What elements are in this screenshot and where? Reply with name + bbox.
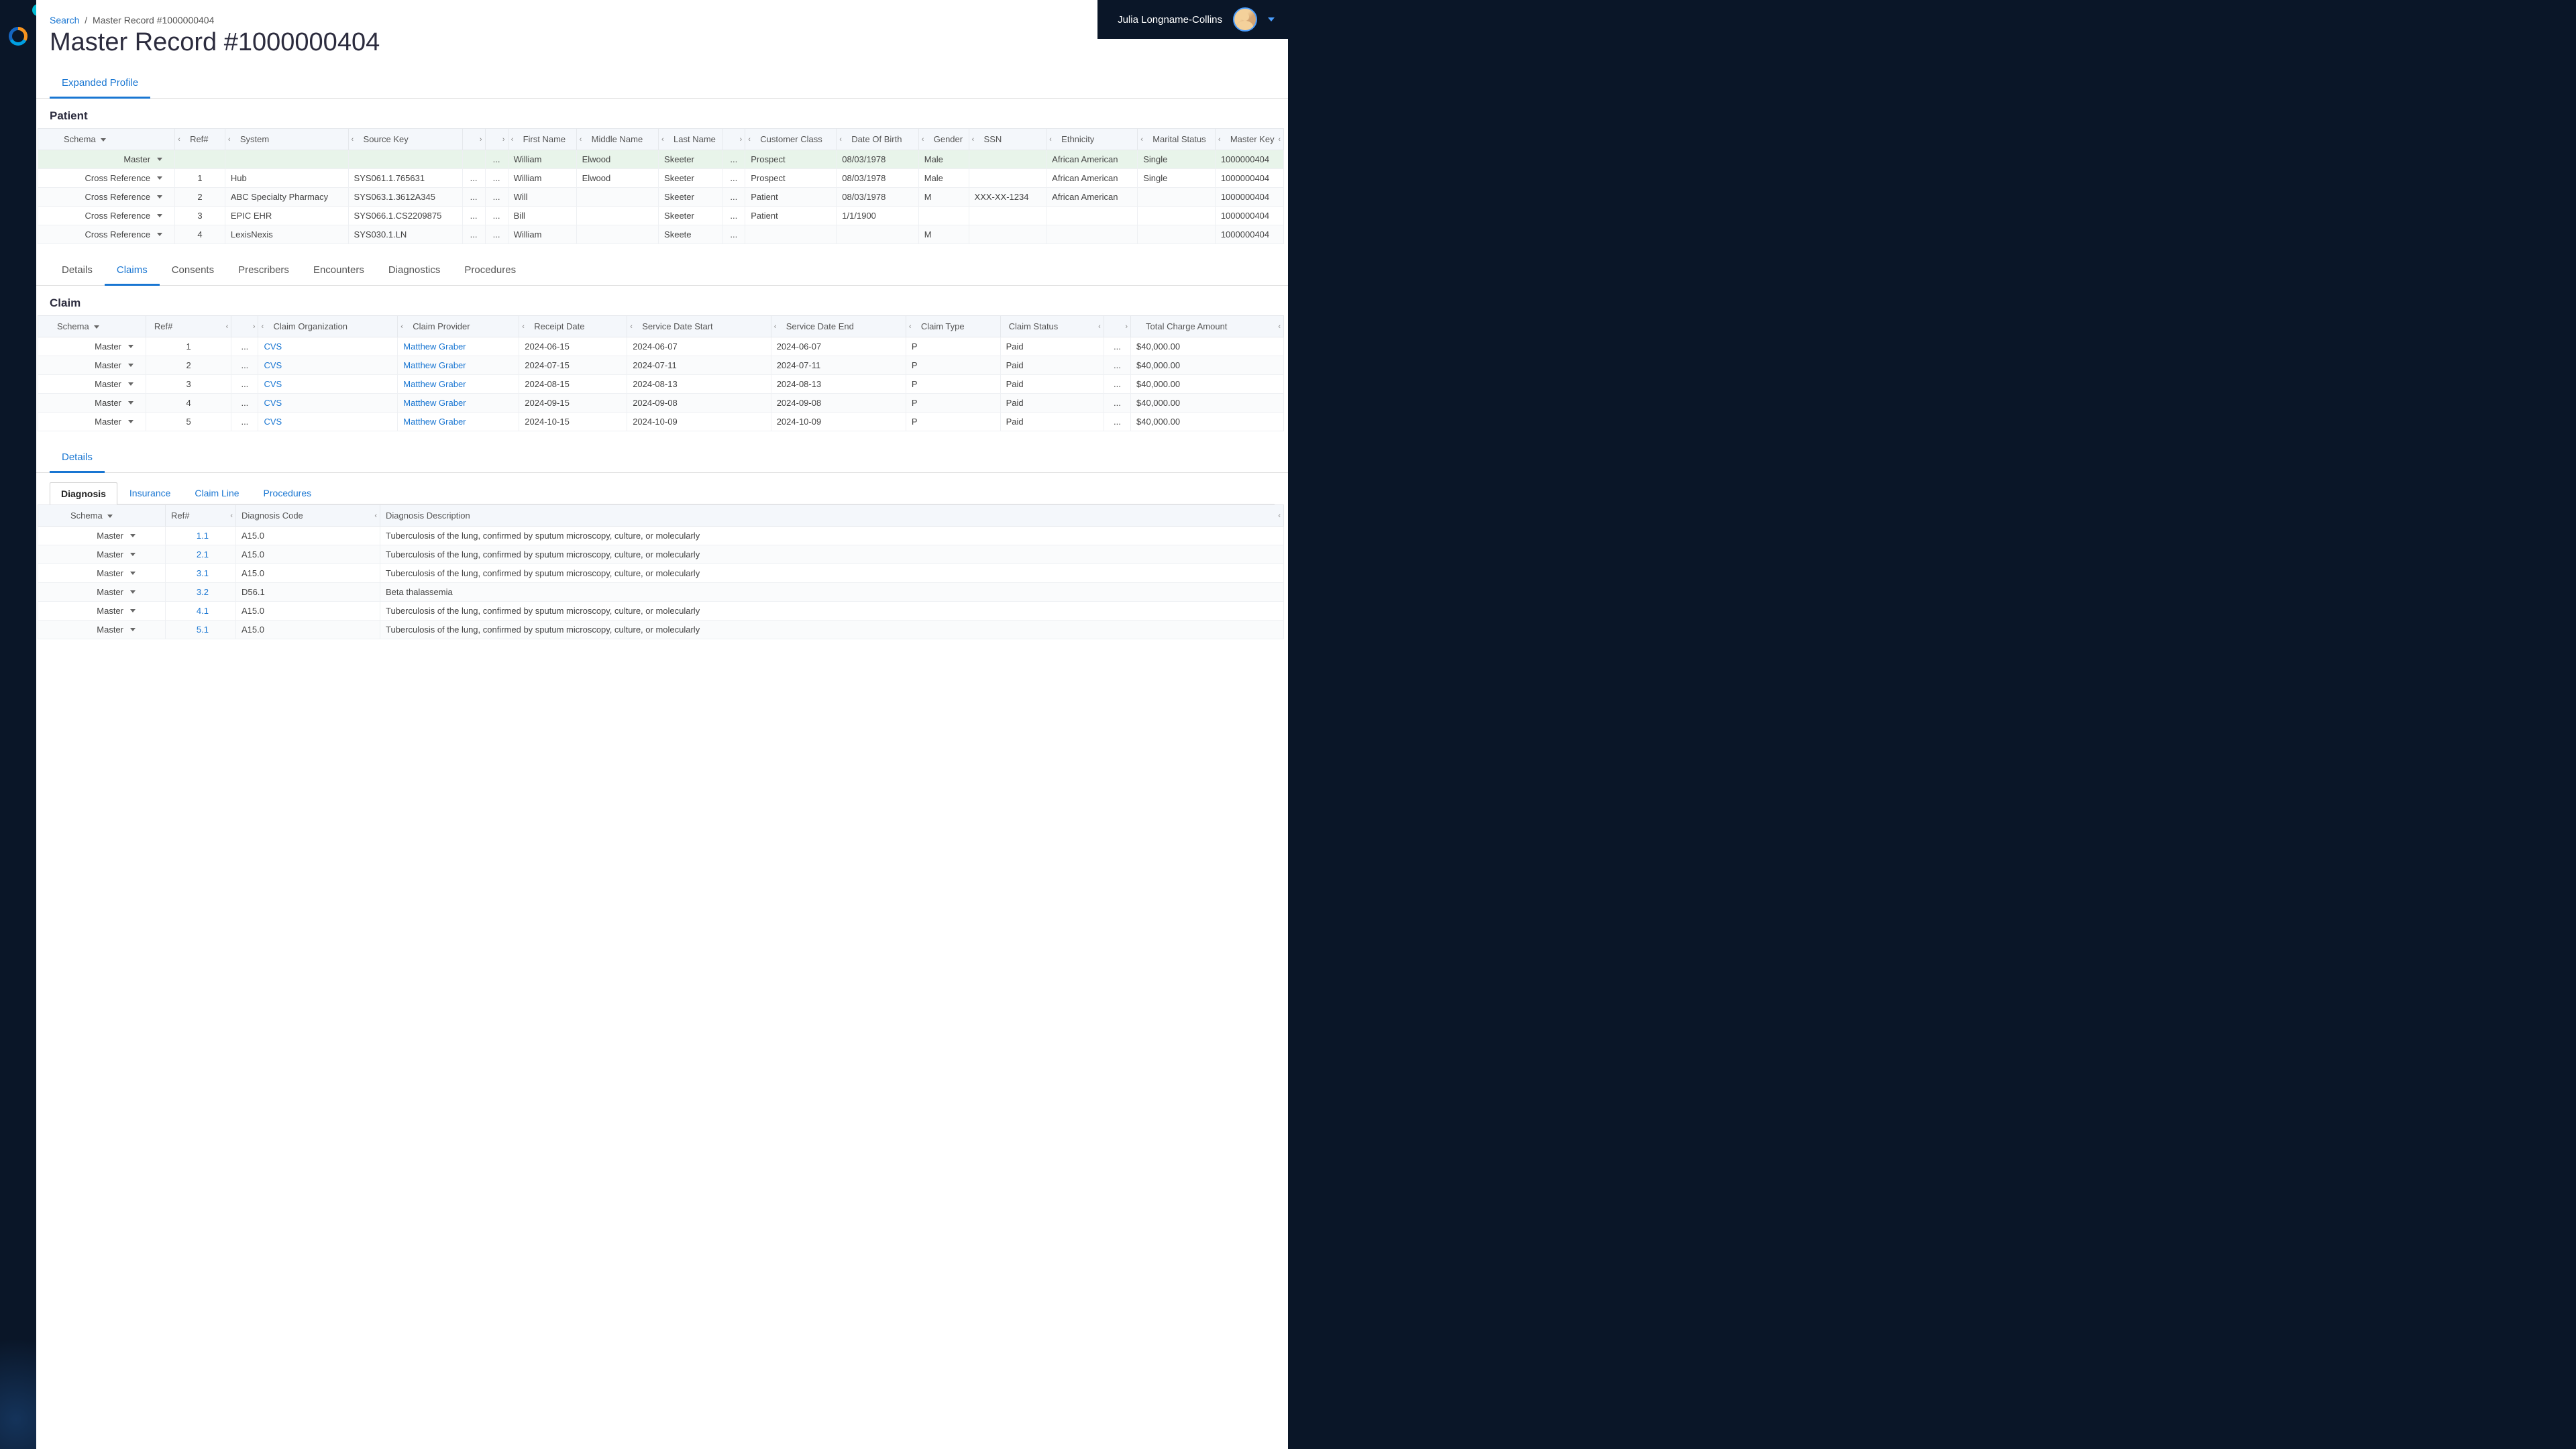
patient-col-header[interactable]: ‹Gender bbox=[918, 129, 969, 150]
claim-col-header[interactable]: Ref#‹ bbox=[146, 316, 231, 337]
claim-section-title: Claim bbox=[36, 294, 1288, 315]
patient-col-header[interactable]: ‹First Name bbox=[508, 129, 576, 150]
table-row[interactable]: Master 3.2D56.1Beta thalassemia bbox=[38, 583, 1284, 602]
details-subtab-row: Details bbox=[36, 443, 1288, 473]
table-row[interactable]: Master 2...CVSMatthew Graber2024-07-1520… bbox=[38, 356, 1284, 375]
table-row[interactable]: Master 3...CVSMatthew Graber2024-08-1520… bbox=[38, 375, 1284, 394]
tab-details-sub[interactable]: Details bbox=[50, 443, 105, 473]
table-row[interactable]: Cross Reference 3EPIC EHRSYS066.1.CS2209… bbox=[38, 207, 1284, 225]
table-row[interactable]: Cross Reference 2ABC Specialty PharmacyS… bbox=[38, 188, 1284, 207]
claim-col-header[interactable]: ‹Claim Organization bbox=[258, 316, 398, 337]
table-row[interactable]: Master 1.1A15.0Tuberculosis of the lung,… bbox=[38, 527, 1284, 545]
diagnosis-col-header[interactable]: Diagnosis Description‹ bbox=[380, 505, 1284, 527]
patient-col-header[interactable]: ‹Ref# bbox=[175, 129, 225, 150]
main-area: Julia Longname-Collins Search / Master R… bbox=[36, 0, 1288, 1449]
claim-col-header[interactable]: › bbox=[1104, 316, 1130, 337]
subtab-claim-line[interactable]: Claim Line bbox=[182, 482, 251, 504]
tab-consents[interactable]: Consents bbox=[160, 256, 226, 286]
claim-col-header[interactable]: Schema bbox=[38, 316, 146, 337]
tab-procedures[interactable]: Procedures bbox=[452, 256, 528, 286]
breadcrumb-search-link[interactable]: Search bbox=[50, 15, 79, 25]
tab-details[interactable]: Details bbox=[50, 256, 105, 286]
profile-tabs: Expanded Profile bbox=[36, 69, 1288, 99]
patient-table: Schema ‹Ref#‹System‹Source Key››‹First N… bbox=[38, 128, 1284, 244]
claim-table: Schema Ref#‹›‹Claim Organization‹Claim P… bbox=[38, 315, 1284, 431]
claim-col-header[interactable]: ‹Service Date Start bbox=[627, 316, 771, 337]
claim-col-header[interactable]: ‹Claim Type bbox=[906, 316, 1000, 337]
subtab-diagnosis[interactable]: Diagnosis bbox=[50, 482, 117, 504]
diagnosis-col-header[interactable]: Ref#‹ bbox=[166, 505, 236, 527]
table-row[interactable]: Master ...WilliamElwoodSkeeter...Prospec… bbox=[38, 150, 1284, 169]
tab-prescribers[interactable]: Prescribers bbox=[226, 256, 301, 286]
user-menu-dropdown-icon[interactable] bbox=[1268, 17, 1275, 21]
patient-col-header[interactable]: ‹SSN bbox=[969, 129, 1046, 150]
diagnosis-table: Schema Ref#‹Diagnosis Code‹Diagnosis Des… bbox=[38, 504, 1284, 639]
patient-col-header[interactable]: › bbox=[462, 129, 485, 150]
tab-encounters[interactable]: Encounters bbox=[301, 256, 376, 286]
claim-col-header[interactable]: Total Charge Amount‹ bbox=[1131, 316, 1284, 337]
claim-col-header[interactable]: Claim Status‹ bbox=[1000, 316, 1104, 337]
subtab-insurance[interactable]: Insurance bbox=[117, 482, 182, 504]
patient-col-header[interactable]: ‹Ethnicity bbox=[1046, 129, 1138, 150]
claim-col-header[interactable]: ‹Claim Provider bbox=[398, 316, 519, 337]
user-name: Julia Longname-Collins bbox=[1118, 14, 1222, 25]
patient-col-header[interactable]: ‹Customer Class bbox=[745, 129, 837, 150]
app-logo-icon[interactable] bbox=[9, 27, 28, 46]
table-row[interactable]: Master 4...CVSMatthew Graber2024-09-1520… bbox=[38, 394, 1284, 413]
patient-col-header[interactable]: ‹Marital Status bbox=[1138, 129, 1216, 150]
diagnosis-tabs: DiagnosisInsuranceClaim LineProcedures bbox=[50, 482, 1275, 504]
patient-col-header[interactable]: Schema bbox=[38, 129, 175, 150]
breadcrumb-separator: / bbox=[85, 15, 87, 25]
detail-tabs: DetailsClaimsConsentsPrescribersEncounte… bbox=[36, 256, 1288, 286]
table-row[interactable]: Cross Reference 4LexisNexisSYS030.1.LN..… bbox=[38, 225, 1284, 244]
table-row[interactable]: Master 2.1A15.0Tuberculosis of the lung,… bbox=[38, 545, 1284, 564]
claim-col-header[interactable]: ‹Receipt Date bbox=[519, 316, 627, 337]
diagnosis-col-header[interactable]: Schema bbox=[38, 505, 166, 527]
patient-col-header[interactable]: ‹Source Key bbox=[348, 129, 462, 150]
sidebar bbox=[0, 0, 36, 1449]
table-row[interactable]: Master 3.1A15.0Tuberculosis of the lung,… bbox=[38, 564, 1284, 583]
table-row[interactable]: Master 1...CVSMatthew Graber2024-06-1520… bbox=[38, 337, 1284, 356]
patient-col-header[interactable]: › bbox=[722, 129, 745, 150]
patient-col-header[interactable]: ‹Master Key‹ bbox=[1215, 129, 1283, 150]
table-row[interactable]: Master 5.1A15.0Tuberculosis of the lung,… bbox=[38, 621, 1284, 639]
tab-diagnostics[interactable]: Diagnostics bbox=[376, 256, 453, 286]
patient-col-header[interactable]: ‹System bbox=[225, 129, 348, 150]
topbar: Julia Longname-Collins bbox=[1097, 0, 1288, 39]
patient-col-header[interactable]: ‹Date Of Birth bbox=[837, 129, 918, 150]
tab-claims[interactable]: Claims bbox=[105, 256, 160, 286]
subtab-procedures[interactable]: Procedures bbox=[252, 482, 324, 504]
patient-col-header[interactable]: ‹Last Name bbox=[659, 129, 722, 150]
tab-expanded-profile[interactable]: Expanded Profile bbox=[50, 69, 150, 99]
table-row[interactable]: Master 4.1A15.0Tuberculosis of the lung,… bbox=[38, 602, 1284, 621]
diagnosis-col-header[interactable]: Diagnosis Code‹ bbox=[236, 505, 380, 527]
claim-col-header[interactable]: › bbox=[231, 316, 258, 337]
avatar[interactable] bbox=[1233, 7, 1257, 32]
claim-col-header[interactable]: ‹Service Date End bbox=[771, 316, 906, 337]
patient-col-header[interactable]: › bbox=[485, 129, 508, 150]
breadcrumb-current: Master Record #1000000404 bbox=[93, 15, 214, 25]
patient-col-header[interactable]: ‹Middle Name bbox=[576, 129, 658, 150]
table-row[interactable]: Master 5...CVSMatthew Graber2024-10-1520… bbox=[38, 413, 1284, 431]
patient-section-title: Patient bbox=[36, 107, 1288, 128]
table-row[interactable]: Cross Reference 1HubSYS061.1.765631.....… bbox=[38, 169, 1284, 188]
